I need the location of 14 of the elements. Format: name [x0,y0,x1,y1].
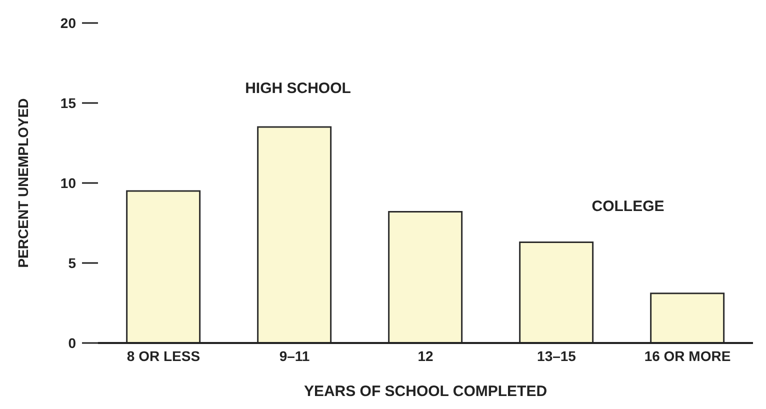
x-tick-label: 12 [418,348,434,364]
x-tick-label: 8 OR LESS [126,348,200,364]
annotation: COLLEGE [592,198,664,215]
y-axis-title: PERCENT UNEMPLOYED [14,98,31,268]
x-tick-label: 16 OR MORE [644,348,731,364]
x-tick-label: 9–11 [279,348,310,364]
y-tick-label: 15 [60,94,76,111]
x-axis-title: YEARS OF SCHOOL COMPLETED [304,383,548,400]
y-tick-label: 0 [68,334,76,351]
x-tick-label: 13–15 [537,348,576,364]
y-tick-label: 20 [60,14,76,31]
y-tick-label: 5 [68,254,76,271]
y-tick-label: 10 [60,174,76,191]
annotation: HIGH SCHOOL [245,80,351,97]
